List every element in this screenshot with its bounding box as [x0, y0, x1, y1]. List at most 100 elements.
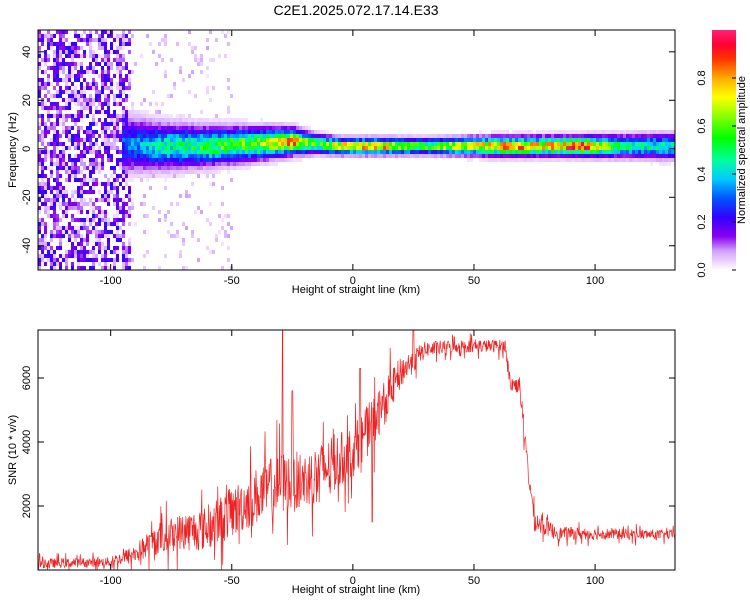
spectrogram-cell [230, 94, 233, 98]
spectrogram-cell [566, 154, 569, 158]
spectrogram-cell [110, 86, 113, 90]
spectrogram-cell [488, 142, 491, 146]
spectrogram-cell [422, 146, 425, 150]
spectrogram-cell [167, 158, 170, 162]
spectrogram-cell [170, 170, 173, 174]
spectrogram-cell [56, 218, 59, 222]
spectrogram-cell [449, 154, 452, 158]
spectrogram-cell [173, 130, 176, 134]
spectrogram-cell [257, 122, 260, 126]
spectrogram-cell [116, 222, 119, 226]
spectrogram-cell [167, 94, 170, 98]
spectrogram-cell [221, 186, 224, 190]
spectrogram-cell [251, 150, 254, 154]
spectrogram-cell [434, 142, 437, 146]
spectrogram-cell [56, 142, 59, 146]
spectrogram-cell [65, 230, 68, 234]
spectrogram-cell [656, 150, 659, 154]
spectrogram-cell [434, 154, 437, 158]
spectrogram-cell [584, 158, 587, 162]
spectrogram-cell [266, 158, 269, 162]
spectrogram-cell [95, 234, 98, 238]
spectrogram-cell [77, 98, 80, 102]
spectrogram-cell [86, 126, 89, 130]
spectrogram-cell [92, 246, 95, 250]
spectrogram-cell [128, 138, 131, 142]
spectrogram-cell [458, 146, 461, 150]
spectrogram-cell [110, 42, 113, 46]
spectrogram-cell [197, 170, 200, 174]
spectrogram-cell [272, 126, 275, 130]
spectrogram-cell [218, 166, 221, 170]
spectrogram-cell [257, 158, 260, 162]
spectrogram-cell [176, 150, 179, 154]
spectrogram-cell [89, 46, 92, 50]
spectrogram-cell [101, 78, 104, 82]
spectrogram-cell [560, 150, 563, 154]
spectrogram-cell [128, 142, 131, 146]
spectrogram-cell [200, 166, 203, 170]
spectrogram-cell [257, 150, 260, 154]
spectrogram-cell [89, 202, 92, 206]
spectrogram-cell [47, 182, 50, 186]
spectrogram-cell [107, 202, 110, 206]
spectrogram-cell [302, 138, 305, 142]
spectrogram-cell [503, 134, 506, 138]
spectrogram-cell [560, 154, 563, 158]
spectrogram-cell [62, 158, 65, 162]
spectrogram-cell [245, 138, 248, 142]
spectrogram-cell [230, 154, 233, 158]
spectrogram-cell [107, 194, 110, 198]
spectrogram-cell [200, 210, 203, 214]
spectrogram-cell [44, 58, 47, 62]
spectrogram-cell [101, 242, 104, 246]
spectrogram-cell [47, 34, 50, 38]
spectrogram-cell [377, 146, 380, 150]
spectrogram-cell [92, 58, 95, 62]
spectrogram-cell [419, 146, 422, 150]
spectrogram-cell [293, 130, 296, 134]
spectrogram-cell [206, 142, 209, 146]
spectrogram-cell [572, 146, 575, 150]
spectrogram-cell [206, 126, 209, 130]
spectrogram-cell [311, 146, 314, 150]
spectrogram-cell [242, 134, 245, 138]
spectrogram-cell [182, 170, 185, 174]
spectrogram-cell [590, 134, 593, 138]
spectrogram-cell [629, 138, 632, 142]
spectrogram-cell [398, 138, 401, 142]
spectrogram-cell [512, 150, 515, 154]
spectrogram-cell [56, 226, 59, 230]
spectrogram-cell [125, 138, 128, 142]
spectrogram-cell [437, 138, 440, 142]
spectrogram-cell [197, 138, 200, 142]
spectrogram-cell [170, 118, 173, 122]
spectrogram-cell [440, 150, 443, 154]
snr-x-axis-label: Height of straight line (km) [292, 584, 420, 596]
spectrogram-cell [335, 154, 338, 158]
spectrogram-cell [116, 150, 119, 154]
spectrogram-cell [104, 174, 107, 178]
spectrogram-cell [92, 226, 95, 230]
spectrogram-cell [131, 138, 134, 142]
spectrogram-cell [485, 138, 488, 142]
spectrogram-cell [521, 130, 524, 134]
spectrogram-cell [122, 86, 125, 90]
spectrogram-cell [152, 146, 155, 150]
spectrogram-cell [194, 118, 197, 122]
spectrogram-cell [239, 126, 242, 130]
spectrogram-y-tick-label: -20 [21, 189, 33, 205]
spectrogram-cell [116, 58, 119, 62]
spectrogram-cell [221, 154, 224, 158]
spectrogram-cell [224, 166, 227, 170]
spectrogram-cell [518, 134, 521, 138]
spectrogram-cell [125, 170, 128, 174]
spectrogram-cell [47, 42, 50, 46]
spectrogram-cell [164, 158, 167, 162]
spectrogram-cell [341, 138, 344, 142]
spectrogram-cell [47, 250, 50, 254]
spectrogram-cell [356, 154, 359, 158]
spectrogram-cell [221, 158, 224, 162]
spectrogram-cell [74, 90, 77, 94]
spectrogram-cell [371, 138, 374, 142]
